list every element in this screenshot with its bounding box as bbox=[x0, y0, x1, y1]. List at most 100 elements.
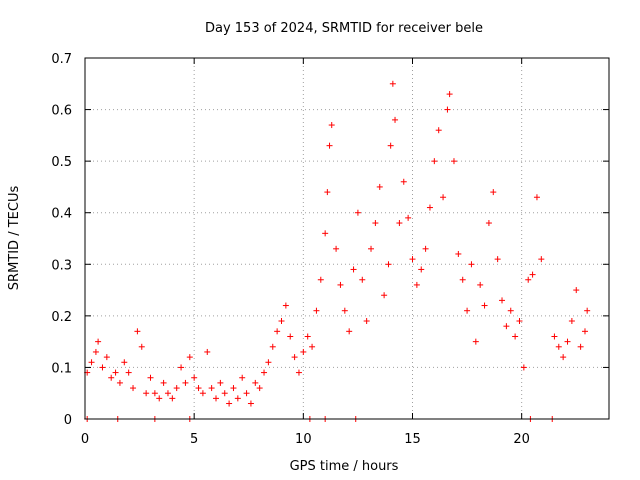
data-point bbox=[169, 395, 176, 402]
x-tick-label: 5 bbox=[190, 432, 198, 447]
data-point bbox=[389, 80, 396, 87]
data-point bbox=[372, 220, 379, 227]
data-point bbox=[446, 91, 453, 98]
data-point bbox=[328, 122, 335, 129]
data-point bbox=[376, 183, 383, 190]
data-point bbox=[468, 261, 475, 268]
data-point bbox=[560, 354, 567, 361]
data-point bbox=[226, 400, 233, 407]
data-point bbox=[95, 338, 102, 345]
data-point bbox=[459, 276, 466, 283]
data-point bbox=[405, 214, 412, 221]
data-point bbox=[130, 385, 137, 392]
data-point bbox=[512, 333, 519, 340]
data-point bbox=[265, 359, 272, 366]
data-point bbox=[143, 390, 150, 397]
data-point bbox=[278, 318, 285, 325]
data-point bbox=[422, 245, 429, 252]
data-point bbox=[274, 328, 281, 335]
data-point bbox=[300, 348, 307, 355]
y-tick-label: 0.3 bbox=[51, 258, 72, 273]
data-point bbox=[494, 256, 501, 263]
data-point bbox=[256, 385, 263, 392]
data-point bbox=[160, 379, 167, 386]
data-point bbox=[88, 359, 95, 366]
data-point bbox=[555, 343, 562, 350]
data-point bbox=[363, 318, 370, 325]
data-point bbox=[464, 307, 471, 314]
data-point bbox=[368, 245, 375, 252]
data-point bbox=[450, 158, 457, 165]
data-point bbox=[234, 395, 241, 402]
data-point bbox=[409, 256, 416, 263]
data-point bbox=[147, 374, 154, 381]
data-point bbox=[186, 354, 193, 361]
data-point bbox=[151, 390, 158, 397]
data-point bbox=[208, 385, 215, 392]
y-tick-label: 0.7 bbox=[51, 52, 72, 67]
data-point bbox=[204, 348, 211, 355]
data-point bbox=[387, 142, 394, 149]
data-point bbox=[481, 302, 488, 309]
data-point bbox=[195, 385, 202, 392]
data-point bbox=[507, 307, 514, 314]
y-tick-label: 0 bbox=[64, 413, 72, 428]
data-point bbox=[182, 379, 189, 386]
data-point bbox=[418, 266, 425, 273]
y-tick-label: 0.6 bbox=[51, 104, 72, 119]
data-point bbox=[472, 338, 479, 345]
data-point bbox=[455, 250, 462, 257]
data-point bbox=[295, 369, 302, 376]
data-point bbox=[313, 307, 320, 314]
y-tick-label: 0.1 bbox=[51, 361, 72, 376]
data-point bbox=[354, 209, 361, 216]
data-point bbox=[121, 359, 128, 366]
plot-border bbox=[84, 57, 610, 420]
data-point bbox=[239, 374, 246, 381]
x-tick-label: 10 bbox=[295, 432, 312, 447]
y-tick-label: 0.4 bbox=[51, 207, 72, 222]
y-axis-label: SRMTID / TECUs bbox=[7, 186, 22, 291]
data-point bbox=[346, 328, 353, 335]
data-point bbox=[243, 390, 250, 397]
data-point bbox=[568, 318, 575, 325]
data-point bbox=[269, 343, 276, 350]
y-tick-label: 0.5 bbox=[51, 155, 72, 170]
data-point bbox=[221, 390, 228, 397]
data-point bbox=[426, 204, 433, 211]
data-point bbox=[116, 379, 123, 386]
data-point bbox=[213, 395, 219, 402]
data-point bbox=[108, 374, 115, 381]
data-point bbox=[134, 328, 141, 335]
data-point bbox=[529, 271, 536, 278]
data-point bbox=[164, 390, 171, 397]
data-point bbox=[317, 276, 324, 283]
data-point bbox=[435, 127, 442, 134]
data-point bbox=[173, 385, 180, 392]
data-point bbox=[287, 333, 294, 340]
data-point bbox=[191, 374, 198, 381]
data-point bbox=[326, 142, 333, 149]
data-point bbox=[156, 395, 163, 402]
x-axis-label: GPS time / hours bbox=[290, 459, 399, 474]
data-point bbox=[337, 281, 344, 288]
data-point bbox=[291, 354, 298, 361]
data-points bbox=[84, 80, 591, 422]
data-point bbox=[444, 106, 451, 113]
data-point bbox=[217, 379, 224, 386]
data-point bbox=[350, 266, 357, 273]
data-point bbox=[92, 348, 99, 355]
x-tick-label: 15 bbox=[404, 432, 421, 447]
data-point bbox=[341, 307, 348, 314]
data-point bbox=[309, 343, 316, 350]
data-point bbox=[503, 323, 510, 330]
data-point bbox=[431, 158, 438, 165]
data-point bbox=[112, 369, 119, 376]
data-point bbox=[538, 256, 545, 263]
data-point bbox=[477, 281, 484, 288]
data-point bbox=[584, 307, 591, 314]
data-point bbox=[533, 194, 540, 201]
data-point bbox=[385, 261, 392, 268]
data-point bbox=[282, 302, 289, 309]
